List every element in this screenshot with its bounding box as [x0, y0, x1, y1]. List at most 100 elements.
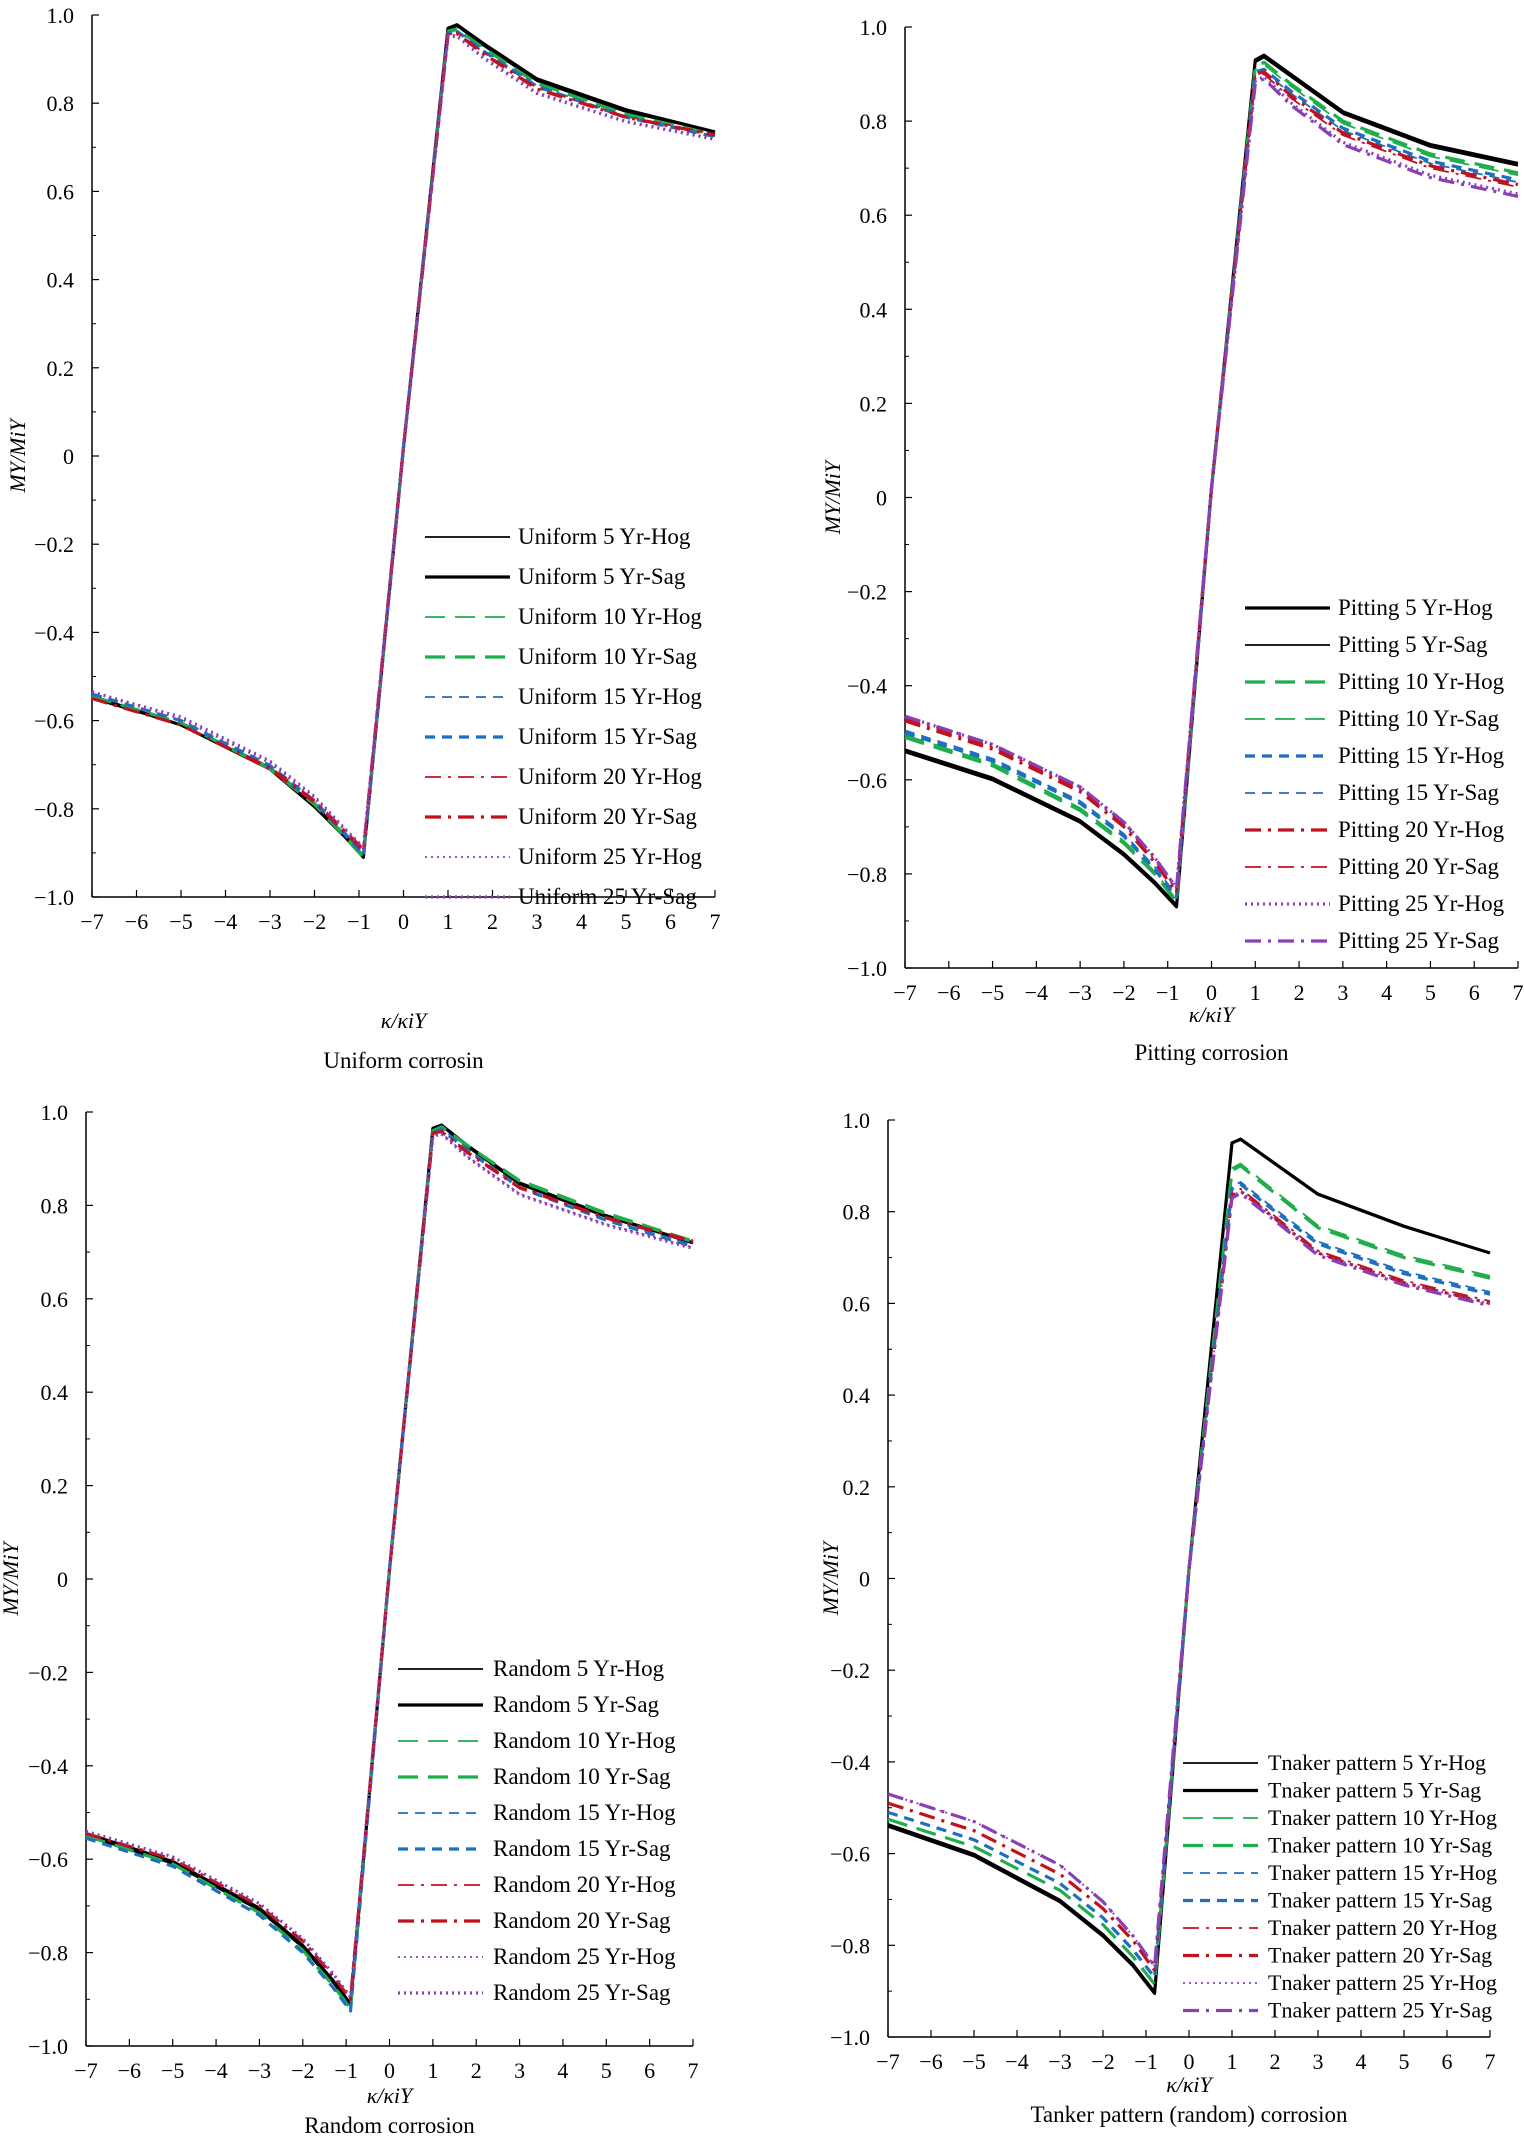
legend-label: Uniform 5 Yr-Hog [518, 524, 691, 549]
x-tick-label: 7 [688, 2058, 699, 2083]
y-tick-label: 0.2 [860, 391, 888, 416]
legend-label: Uniform 10 Yr-Sag [518, 644, 697, 669]
x-tick-label: −5 [169, 909, 192, 934]
legend-label: Random 10 Yr-Hog [493, 1728, 676, 1753]
y-tick-label: 0.4 [843, 1383, 871, 1408]
legend-label: Pitting 25 Yr-Hog [1338, 891, 1505, 916]
y-tick-label: −1.0 [847, 956, 887, 981]
legend-label: Pitting 5 Yr-Sag [1338, 632, 1488, 657]
y-tick-label: −0.4 [28, 1754, 68, 1779]
x-tick-label: −3 [1048, 2049, 1071, 2074]
x-tick-label: 5 [1425, 980, 1436, 1005]
series-line [91, 31, 716, 850]
y-tick-label: −0.6 [34, 709, 74, 734]
legend-label: Tnaker pattern 10 Yr-Sag [1268, 1833, 1492, 1858]
x-tick-label: −2 [1091, 2049, 1114, 2074]
y-tick-label: 0.4 [860, 297, 888, 322]
legend-label: Random 20 Yr-Hog [493, 1872, 676, 1897]
x-tick-label: 1 [443, 909, 454, 934]
y-tick-label: 0.8 [47, 91, 75, 116]
y-tick-label: 0 [63, 444, 74, 469]
x-tick-label: 2 [471, 2058, 482, 2083]
x-tick-label: 1 [427, 2058, 438, 2083]
x-tick-label: −5 [962, 2049, 985, 2074]
x-tick-label: 0 [1206, 980, 1217, 1005]
y-tick-label: 0 [876, 486, 887, 511]
x-axis-label: κ/κiY [381, 1008, 429, 1033]
panel-caption: Tanker pattern (random) corrosion [1030, 2102, 1348, 2127]
x-tick-label: −4 [1005, 2049, 1028, 2074]
series-line [85, 1130, 694, 2001]
y-tick-label: −1.0 [34, 885, 74, 910]
legend-label: Uniform 20 Yr-Sag [518, 804, 697, 829]
y-tick-label: 0.2 [47, 356, 75, 381]
chart-panel-3: −1.0 −0.8 −0.6 −0.4 −0.2 0 0.2 0.4 0.6 0.8 1.0 −7 −6… [0, 1100, 699, 2138]
y-tick-label: 0.6 [860, 203, 888, 228]
y-tick-label: −0.8 [34, 797, 74, 822]
legend-label: Tnaker pattern 15 Yr-Sag [1268, 1888, 1492, 1913]
x-tick-label: −5 [161, 2058, 184, 2083]
legend-label: Random 15 Yr-Sag [493, 1836, 671, 1861]
legend-label: Random 20 Yr-Sag [493, 1908, 671, 1933]
series-line [91, 29, 716, 854]
y-axis-label: MY/MiY [820, 458, 845, 535]
y-tick-label: −1.0 [28, 2034, 68, 2059]
legend-label: Tnaker pattern 25 Yr-Hog [1268, 1970, 1497, 1995]
x-tick-label: −4 [1025, 980, 1048, 1005]
x-tick-label: −6 [937, 980, 960, 1005]
y-tick-label: 0.8 [860, 109, 888, 134]
x-tick-label: −1 [347, 909, 370, 934]
y-tick-label: −0.2 [28, 1660, 68, 1685]
y-tick-label: 1.0 [41, 1100, 69, 1125]
y-tick-label: 0 [859, 1567, 870, 1592]
x-tick-label: −2 [303, 909, 326, 934]
legend-label: Uniform 5 Yr-Sag [518, 564, 686, 589]
y-tick-label: 0.6 [47, 179, 75, 204]
y-tick-label: −0.8 [830, 1933, 870, 1958]
legend-label: Pitting 15 Yr-Hog [1338, 743, 1505, 768]
x-tick-label: −6 [118, 2058, 141, 2083]
y-tick-label: 0.2 [843, 1475, 871, 1500]
legend-label: Random 15 Yr-Hog [493, 1800, 676, 1825]
x-tick-label: −3 [248, 2058, 271, 2083]
x-tick-label: −7 [876, 2049, 899, 2074]
x-axis-label: κ/κiY [1166, 2072, 1214, 2097]
x-tick-label: 7 [1485, 2049, 1496, 2074]
x-axis-label: κ/κiY [1189, 1002, 1237, 1027]
x-tick-label: 3 [1337, 980, 1348, 1005]
x-tick-label: 3 [1313, 2049, 1324, 2074]
legend: Random 5 Yr-Hog Random 5 Yr-Sag Random 10 … [398, 1656, 676, 2005]
y-axis-label: MY/MiY [5, 417, 30, 494]
x-tick-label: −4 [204, 2058, 227, 2083]
y-tick-label: −0.4 [830, 1750, 870, 1775]
y-tick-label: 1.0 [843, 1108, 871, 1133]
y-tick-label: 1.0 [47, 3, 75, 28]
legend-label: Tnaker pattern 20 Yr-Hog [1268, 1915, 1497, 1940]
chart-panel-4: −1.0 −0.8 −0.6 −0.4 −0.2 0 0.2 0.4 0.6 0.8 1.0 −7 −6… [818, 1108, 1497, 2127]
y-tick-label: −0.8 [28, 1941, 68, 1966]
x-tick-label: 4 [557, 2058, 568, 2083]
series-line [91, 34, 716, 851]
x-tick-label: −2 [1112, 980, 1135, 1005]
legend-label: Tnaker pattern 25 Yr-Sag [1268, 1998, 1492, 2023]
x-tick-label: −7 [80, 909, 103, 934]
legend-label: Tnaker pattern 5 Yr-Sag [1268, 1778, 1481, 1803]
y-tick-label: −0.4 [847, 674, 887, 699]
x-tick-label: −6 [919, 2049, 942, 2074]
x-tick-label: −7 [893, 980, 916, 1005]
y-tick-label: 0 [57, 1567, 68, 1592]
x-tick-label: 2 [1294, 980, 1305, 1005]
y-tick-label: −0.4 [34, 620, 74, 645]
legend-label: Random 25 Yr-Sag [493, 1980, 671, 2005]
y-axis-label: MY/MiY [818, 1539, 843, 1616]
y-tick-label: 0.4 [41, 1380, 69, 1405]
legend-label: Random 5 Yr-Hog [493, 1656, 665, 1681]
legend-label: Pitting 20 Yr-Sag [1338, 854, 1499, 879]
x-tick-label: 0 [384, 2058, 395, 2083]
x-tick-label: 4 [1381, 980, 1392, 1005]
legend-label: Pitting 5 Yr-Hog [1338, 595, 1493, 620]
y-tick-label: −0.2 [830, 1658, 870, 1683]
x-tick-label: 5 [621, 909, 632, 934]
x-tick-label: 6 [1469, 980, 1480, 1005]
y-tick-label: 0.6 [843, 1291, 871, 1316]
